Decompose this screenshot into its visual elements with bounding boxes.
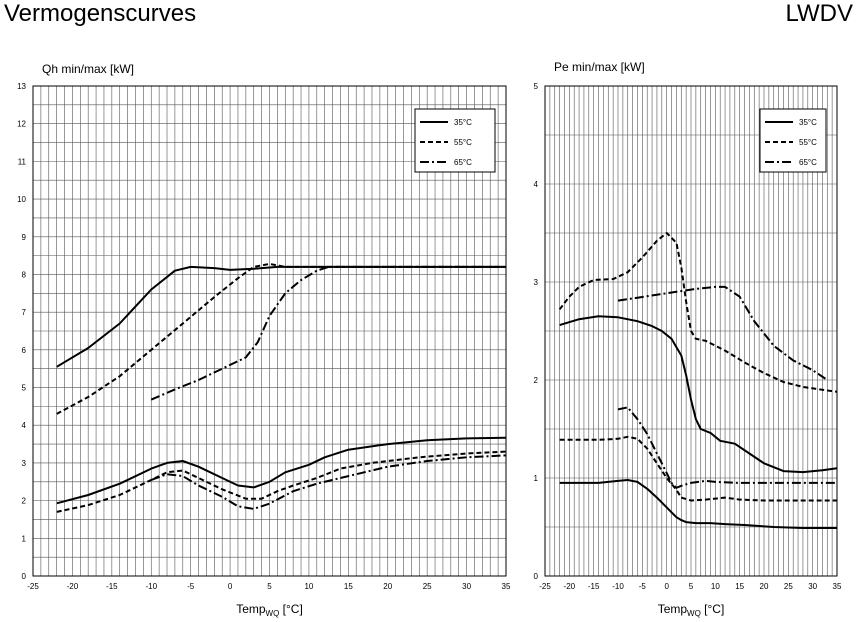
x-tick-label: 0 xyxy=(228,582,233,591)
x-axis-label-sub: WQ xyxy=(266,609,280,618)
x-tick-label: 10 xyxy=(304,582,313,591)
legend-label: 55°C xyxy=(799,138,817,147)
x-tick-label: -5 xyxy=(639,582,647,591)
y-tick-label: 1 xyxy=(22,534,27,543)
x-tick-label: 35 xyxy=(833,582,842,591)
series-line-qh-5 xyxy=(150,454,507,510)
series-line-qh-1 xyxy=(56,262,506,415)
x-tick-label: -15 xyxy=(106,582,118,591)
plot-frame xyxy=(32,85,507,577)
y-tick-label: 10 xyxy=(17,195,26,204)
legend-label: 35°C xyxy=(799,118,817,127)
x-tick-label: 15 xyxy=(344,582,353,591)
series-line-pe-1 xyxy=(558,232,838,393)
x-axis-label: TempWQ [°C] xyxy=(658,602,725,618)
x-tick-label: 5 xyxy=(267,582,272,591)
series-line-pe-2 xyxy=(617,285,828,381)
legend-label: 65°C xyxy=(799,158,817,167)
series-line-qh-4 xyxy=(56,450,507,513)
y-tick-label: 7 xyxy=(22,308,27,317)
y-tick-label: 2 xyxy=(534,376,539,385)
y-tick-label: 5 xyxy=(22,384,27,393)
x-axis-label-main: Temp xyxy=(236,602,266,616)
x-axis-label-main: Temp xyxy=(658,602,688,616)
x-tick-label: -5 xyxy=(187,582,195,591)
y-tick-label: 0 xyxy=(22,572,27,581)
legend-label: 35°C xyxy=(454,118,472,127)
series-line-qh-3 xyxy=(56,436,507,505)
x-tick-label: -15 xyxy=(588,582,600,591)
brand-label: LWDV xyxy=(785,0,853,27)
y-tick-label: 6 xyxy=(22,346,27,355)
y-axis-label: Pe min/max [kW] xyxy=(554,60,645,74)
series-line-qh-2 xyxy=(150,265,506,401)
x-axis-label-sub: WQ xyxy=(687,609,701,618)
y-tick-label: 12 xyxy=(17,120,26,129)
x-tick-label: -20 xyxy=(67,582,79,591)
x-tick-label: 20 xyxy=(760,582,769,591)
legend-label: 55°C xyxy=(454,138,472,147)
y-axis-label: Qh min/max [kW] xyxy=(42,62,134,76)
x-tick-label: 15 xyxy=(735,582,744,591)
series-line-pe-3 xyxy=(559,479,837,529)
y-tick-label: 1 xyxy=(534,474,539,483)
x-axis-label-unit: [°C] xyxy=(279,602,302,616)
chart-qh: -25 -20 -15 -10 -5 0 5 10 15 20 25 30 35012345678910… xyxy=(17,62,511,618)
y-tick-label: 3 xyxy=(22,459,27,468)
x-tick-label: 10 xyxy=(711,582,720,591)
chart-pe: -25 -20 -15 -10 -5 0 5 10 15 20 25 30 35 0 1 2 3 4 5 Pe min… xyxy=(534,60,842,618)
x-tick-label: -10 xyxy=(145,582,157,591)
x-axis-label-unit: [°C] xyxy=(701,602,724,616)
series-line-pe-5 xyxy=(617,406,837,489)
y-tick-label: 13 xyxy=(17,82,26,91)
page-title: Vermogenscurves xyxy=(4,0,197,27)
x-tick-label: 20 xyxy=(383,582,392,591)
series-line-qh-0 xyxy=(56,265,506,368)
x-tick-label: 30 xyxy=(462,582,471,591)
legend-label: 65°C xyxy=(454,158,472,167)
y-tick-label: 0 xyxy=(534,572,539,581)
x-tick-label: 0 xyxy=(664,582,669,591)
x-tick-label: 30 xyxy=(808,582,817,591)
x-axis-label: TempWQ [°C] xyxy=(236,602,303,618)
x-tick-label: -20 xyxy=(564,582,576,591)
legend: 35°C 55°C 65°C xyxy=(759,108,827,173)
y-tick-label: 11 xyxy=(18,157,27,166)
x-tick-label: -25 xyxy=(27,582,39,591)
series-line-pe-0 xyxy=(559,315,838,474)
y-tick-label: 4 xyxy=(22,421,27,430)
x-tick-label: -25 xyxy=(539,582,551,591)
y-tick-label: 9 xyxy=(22,233,27,242)
y-tick-label: 5 xyxy=(534,82,539,91)
x-tick-label: 25 xyxy=(423,582,432,591)
x-tick-label: 25 xyxy=(784,582,793,591)
series-line-pe-4 xyxy=(559,435,837,502)
y-tick-label: 2 xyxy=(22,497,27,506)
y-tick-label: 4 xyxy=(534,180,539,189)
y-tick-label: 3 xyxy=(534,278,539,287)
plot-frame xyxy=(544,85,838,577)
x-tick-label: 35 xyxy=(502,582,511,591)
x-tick-label: 5 xyxy=(689,582,694,591)
legend: 35°C 55°C 65°C xyxy=(414,108,496,173)
x-tick-label: -10 xyxy=(612,582,624,591)
y-tick-label: 8 xyxy=(22,270,27,279)
